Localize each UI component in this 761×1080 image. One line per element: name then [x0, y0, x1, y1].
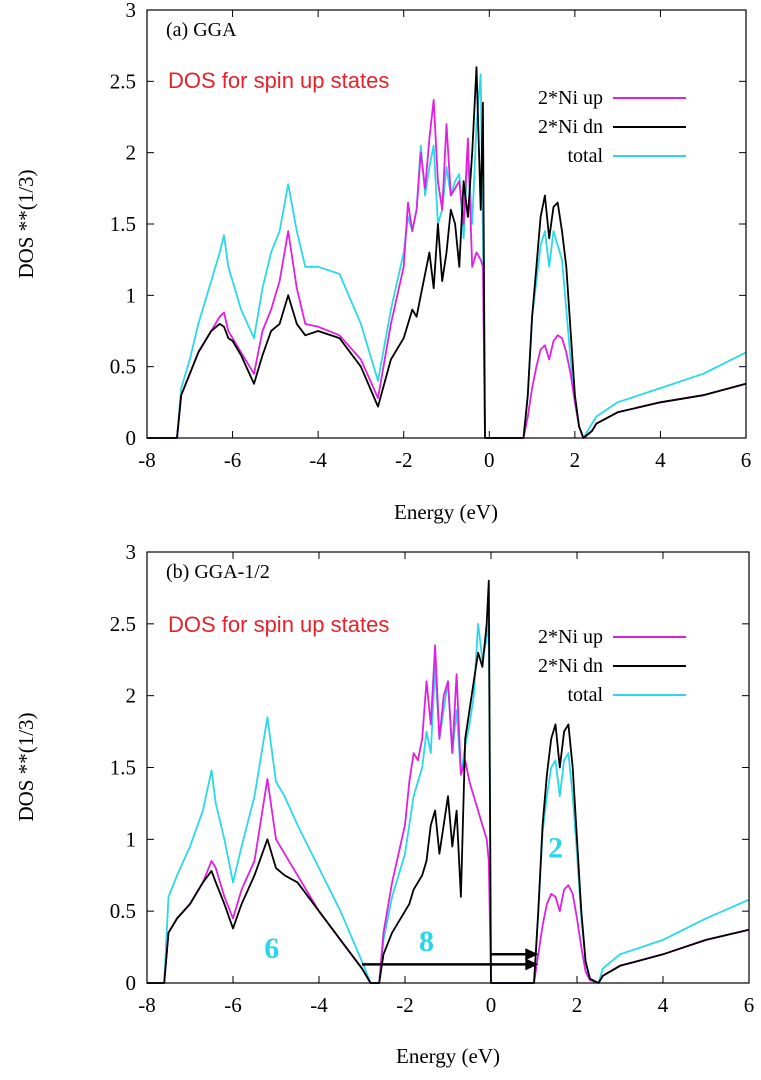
panel-b-x-tick-label: -6: [224, 993, 242, 1017]
panel-b-x-axis-label: Energy (eV): [396, 1044, 500, 1068]
panel-a-y-tick-label: 1.5: [110, 212, 136, 236]
panel-a-x-tick-label: -2: [395, 448, 413, 472]
legend-label-total: total: [567, 145, 603, 167]
panel-a-x-tick-label: 6: [741, 448, 752, 472]
panel-a-y-tick-label: 1: [126, 283, 137, 307]
panel-a-x-tick-label: -6: [224, 448, 242, 472]
panel-a-x-tick-label: 2: [570, 448, 581, 472]
panel-a-y-tick-label: 2.5: [110, 69, 136, 93]
panel-a-y-tick-label: 3: [126, 0, 137, 22]
panel-a-x-tick-label: 4: [655, 448, 666, 472]
annotation-count-2: 2: [548, 832, 563, 865]
panel-b-x-tick-label: -4: [310, 993, 328, 1017]
legend-label-ni-dn: 2*Ni dn: [538, 655, 603, 677]
panel-b-x-tick-label: 2: [572, 993, 583, 1017]
panel-b-y-tick-label: 1: [126, 827, 137, 851]
panel-b-y-axis-label: DOS **(1/3): [14, 712, 38, 821]
panel-b-y-tick-label: 0: [126, 971, 137, 995]
legend-label-ni-dn: 2*Ni dn: [538, 116, 603, 138]
panel-b-series-total: [147, 622, 750, 984]
panel-a-y-tick-label: 2: [126, 141, 137, 165]
panel-b-x-tick-label: -8: [138, 993, 156, 1017]
panel-b-x-tick-label: 4: [658, 993, 669, 1017]
transition-arrowhead-2: [525, 948, 539, 961]
panel-b-y-tick-label: 0.5: [110, 899, 136, 923]
panel-b-annotations: 6 8 2: [264, 832, 563, 971]
panel-a-x-axis-label: Energy (eV): [394, 500, 498, 524]
panel-a-label: (a) GGA: [166, 19, 237, 41]
panel-b-label: (b) GGA-1/2: [166, 561, 270, 583]
panel-a-plot: -8 -6 -4 -2 0 2 4 6 0 0.5 1 1.5 2 2.5 3 (a) GGA DOS fo…: [14, 0, 751, 524]
panel-a-y-tick-label: 0.5: [110, 355, 136, 379]
legend-label-total: total: [567, 684, 603, 706]
legend-label-ni-up: 2*Ni up: [538, 626, 603, 648]
annotation-count-8: 8: [419, 925, 434, 958]
panel-a-series-2-ni-dn: [147, 66, 747, 439]
panel-b-series: [147, 579, 750, 984]
panel-a-x-tick-label: -8: [138, 448, 156, 472]
panel-b-x-tick-label: -2: [396, 993, 414, 1017]
panel-a-y-axis-label: DOS **(1/3): [14, 169, 38, 278]
panel-b-series-2-ni-up: [147, 644, 750, 984]
panel-a-y-tick-label: 0: [126, 426, 137, 450]
panel-b-series-2-ni-dn: [147, 579, 750, 984]
panel-b-legend: 2*Ni up 2*Ni dn total: [538, 626, 686, 706]
panel-b-x-tick-label: 0: [486, 993, 497, 1017]
panel-a-series-2-ni-up: [147, 99, 747, 439]
panel-b-ticks: -8 -6 -4 -2 0 2 4 6 0 0.5 1 1.5 2 2.5 3: [110, 540, 755, 1017]
annotation-count-6: 6: [264, 932, 279, 965]
panel-b-y-tick-label: 2: [126, 684, 137, 708]
legend-label-ni-up: 2*Ni up: [538, 87, 603, 109]
panel-a-note: DOS for spin up states: [168, 68, 389, 93]
panel-a-series: [147, 66, 747, 439]
panel-b-y-tick-label: 2.5: [110, 612, 136, 636]
panel-a-ticks: -8 -6 -4 -2 0 2 4 6 0 0.5 1 1.5 2 2.5 3: [110, 0, 752, 472]
transition-arrowhead-1: [525, 958, 539, 971]
panel-b-y-tick-label: 3: [126, 540, 137, 564]
panel-b-plot: -8 -6 -4 -2 0 2 4 6 0 0.5 1 1.5 2 2.5 3 6 8 2 (b) GGA-1/…: [14, 540, 754, 1068]
panel-a-x-tick-label: -4: [309, 448, 327, 472]
panel-a-series-total: [147, 73, 747, 439]
panel-b-y-tick-label: 1.5: [110, 756, 136, 780]
panel-b-note: DOS for spin up states: [168, 612, 389, 637]
panel-b-x-tick-label: 6: [744, 993, 755, 1017]
panel-a-legend: 2*Ni up 2*Ni dn total: [538, 87, 686, 167]
panel-a-x-tick-label: 0: [484, 448, 495, 472]
